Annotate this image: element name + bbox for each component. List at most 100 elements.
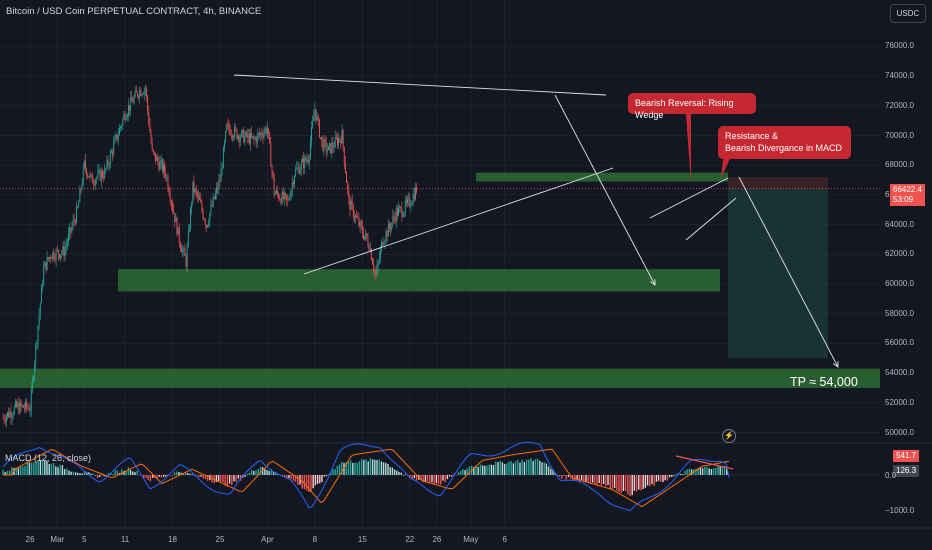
macd-histogram-bar: [147, 475, 149, 481]
macd-histogram-bar: [563, 475, 565, 476]
candle-body: [344, 163, 346, 173]
candle-body: [24, 407, 25, 409]
wedge-lower-line: [685, 197, 737, 241]
candle-body: [40, 286, 42, 303]
macd-histogram-bar: [173, 472, 176, 475]
candle-body: [101, 171, 103, 177]
candle-body: [227, 124, 229, 125]
macd-histogram-bar: [90, 473, 92, 475]
macd-histogram-bar: [28, 462, 31, 475]
price-tick-label: 62000.0: [885, 249, 914, 259]
candle-body: [411, 202, 413, 206]
macd-histogram-bar: [48, 463, 50, 475]
macd-histogram-bar: [479, 464, 482, 475]
candle-body: [253, 136, 255, 139]
last-price-label: 66422.4 53:09: [890, 184, 925, 206]
candle-body: [208, 222, 210, 226]
candle-body: [280, 199, 282, 204]
macd-histogram-bar: [294, 475, 297, 483]
candle-body: [11, 415, 13, 418]
candle-body: [53, 252, 55, 259]
candle-body: [5, 416, 7, 422]
macd-histogram-bar: [145, 475, 147, 478]
macd-histogram-bar: [310, 475, 312, 492]
macd-histogram-bar: [319, 475, 321, 484]
candle-body: [412, 194, 414, 203]
macd-histogram-bar: [26, 461, 28, 475]
macd-histogram-bar: [679, 473, 682, 475]
macd-histogram-bar: [402, 474, 405, 476]
rising-wedge-annotation[interactable]: Bearish Reversal: Rising Wedge: [628, 93, 756, 120]
candle-body: [217, 187, 219, 190]
macd-histogram-bar: [72, 471, 75, 475]
candle-body: [279, 198, 281, 200]
macd-histogram-bar: [94, 474, 97, 476]
candle-body: [105, 168, 107, 169]
countdown-value: 53:09: [893, 195, 914, 204]
candle-body: [243, 129, 245, 143]
candle-body: [98, 169, 100, 172]
candle-body: [18, 403, 20, 413]
candle-body: [313, 116, 315, 122]
resistance-text-line1: Resistance &: [725, 131, 779, 141]
candle-body: [10, 411, 12, 418]
candle-body: [179, 243, 181, 249]
resistance-annotation[interactable]: Resistance & Bearish Divergance in MACD: [718, 126, 851, 159]
time-tick-label: 15: [357, 535, 367, 544]
time-tick-label: 25: [215, 535, 225, 544]
time-tick-label: Mar: [50, 535, 65, 544]
candle-body: [30, 389, 32, 411]
wedge-upper-line: [649, 177, 729, 219]
macd-histogram-bar: [228, 475, 231, 484]
macd-histogram-bar: [220, 475, 222, 482]
candle-body: [327, 145, 329, 151]
candle-body: [269, 132, 271, 144]
macd-histogram-bar: [569, 475, 572, 479]
candle-body: [166, 176, 168, 178]
candle-body: [14, 401, 16, 407]
macd-histogram-bar: [116, 470, 119, 475]
candle-body: [323, 138, 325, 151]
macd-histogram-bar: [660, 475, 662, 483]
candle-body: [365, 233, 367, 237]
candle-body: [230, 135, 232, 137]
macd-histogram-bar: [545, 463, 548, 475]
macd-histogram-bar: [380, 461, 383, 475]
candle-body: [302, 158, 303, 163]
macd-histogram-bar: [552, 469, 554, 475]
candle-body: [176, 217, 178, 235]
macd-histogram-bar: [303, 475, 306, 490]
candle-body: [225, 131, 227, 142]
candle-body: [62, 246, 64, 253]
macd-title[interactable]: MACD (12, 26, close): [5, 453, 92, 463]
candle-body: [33, 377, 34, 381]
candle-body: [142, 94, 144, 95]
macd-histogram-bar: [699, 467, 702, 475]
candle-body: [372, 260, 373, 265]
candle-body: [140, 90, 142, 96]
lightning-icon[interactable]: ⚡: [722, 429, 736, 443]
macd-histogram-bar: [523, 461, 526, 475]
candle-body: [202, 210, 204, 219]
macd-histogram-bar: [156, 475, 158, 479]
macd-histogram-bar: [611, 475, 614, 490]
macd-histogram-bar: [272, 472, 275, 475]
macd-histogram-bar: [440, 475, 442, 485]
candle-body: [64, 247, 66, 257]
macd-histogram-bar: [15, 467, 17, 475]
macd-histogram-bar: [475, 465, 477, 475]
candle-body: [38, 314, 40, 326]
macd-histogram-bar: [717, 465, 719, 475]
macd-histogram-bar: [59, 464, 61, 475]
currency-button[interactable]: USDC: [890, 4, 926, 23]
macd-histogram-bar: [690, 469, 693, 475]
macd-histogram-bar: [459, 470, 462, 475]
macd-histogram-bar: [52, 463, 55, 475]
candle-body: [263, 132, 265, 138]
candle-body: [127, 105, 129, 116]
macd-histogram-bar: [422, 475, 424, 483]
candle-body: [31, 380, 33, 390]
candle-body: [167, 176, 169, 190]
candle-body: [51, 257, 53, 259]
